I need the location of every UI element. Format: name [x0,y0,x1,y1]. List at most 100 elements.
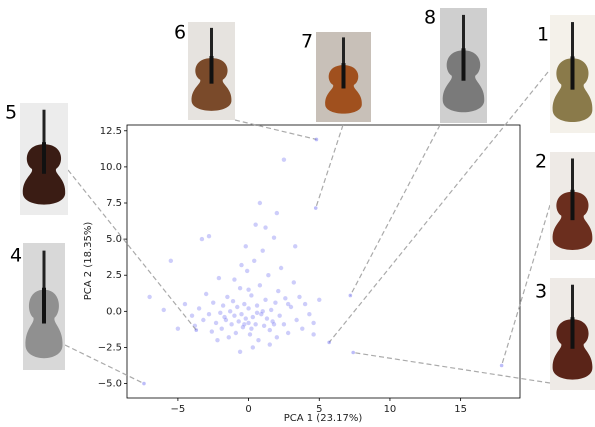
violin-image [550,152,595,260]
point [232,313,237,318]
point [311,332,316,337]
point [274,335,280,340]
point [257,283,263,288]
point [278,265,284,271]
image-number: 3 [535,281,547,303]
violin-neck [571,284,574,323]
point [246,306,251,311]
violin-image [550,15,595,133]
point [250,314,256,320]
point [213,320,219,326]
point [222,314,227,320]
point [263,225,268,230]
violin-neck [42,250,46,294]
point [281,322,287,327]
plot-frame [126,124,521,399]
point [232,277,237,282]
violin-body [25,289,63,359]
annotated-point [313,206,318,210]
annotated-point [194,328,199,332]
point [182,301,188,307]
fingerboard [42,287,46,324]
point [239,262,244,268]
y-tick-label: 7.5 [106,198,122,209]
point [189,313,195,318]
point [274,210,280,216]
point [257,200,263,206]
y-tick-label: 12.5 [100,126,122,137]
point [230,299,236,304]
violin-body [552,319,593,380]
image-number: 4 [10,245,22,267]
x-tick-label: 0 [245,404,251,415]
point [263,297,268,302]
y-tick-label: −2.5 [98,342,122,353]
point [203,291,209,297]
point [317,297,322,302]
y-axis-label: PCA 2 (18.35%) [83,222,94,301]
point [270,319,275,324]
point [225,294,230,300]
point [271,235,277,240]
point [161,307,166,313]
point [271,322,277,327]
point [285,301,291,307]
image-number: 6 [174,22,186,44]
violin-body [552,191,593,250]
point [206,312,212,317]
point [285,330,291,336]
point [293,244,298,249]
point [252,258,257,263]
point [259,312,264,317]
point [227,309,233,314]
point [297,294,302,300]
point [223,317,229,323]
point [302,301,308,307]
image-number: 8 [424,7,436,29]
point [229,322,234,327]
violin-neck [342,37,345,68]
annotated-point [351,350,355,355]
violin-neck [42,109,46,148]
violin-body [325,65,362,114]
point [307,312,312,317]
point [168,258,174,263]
point [253,322,258,327]
y-tick-label: 0.0 [106,306,122,317]
point [237,286,243,291]
violin-image [23,243,65,370]
point [247,332,253,337]
point [196,306,202,311]
point [249,293,254,298]
point [235,304,240,310]
violin-image [188,22,235,120]
point [249,326,254,331]
fingerboard [570,189,575,221]
point [261,323,267,328]
point [215,338,220,343]
fingerboard [570,56,575,90]
violin-body [22,144,66,205]
image-number: 7 [301,31,313,53]
leader-line [234,119,317,141]
point [219,326,224,331]
point [294,317,299,323]
fingerboard [209,56,214,84]
point [264,316,270,321]
violin-image [316,32,371,122]
y-tick-label: 10.0 [100,162,122,173]
point [216,275,222,281]
point [206,234,212,239]
fingerboard [341,63,346,89]
violin-body [191,58,232,111]
leader-line [64,344,145,385]
violin-image [20,103,68,215]
point [288,304,294,310]
point [277,313,282,318]
point [283,296,288,301]
point [267,342,272,347]
annotated-point [499,363,504,368]
point [233,330,239,336]
point [243,316,248,321]
